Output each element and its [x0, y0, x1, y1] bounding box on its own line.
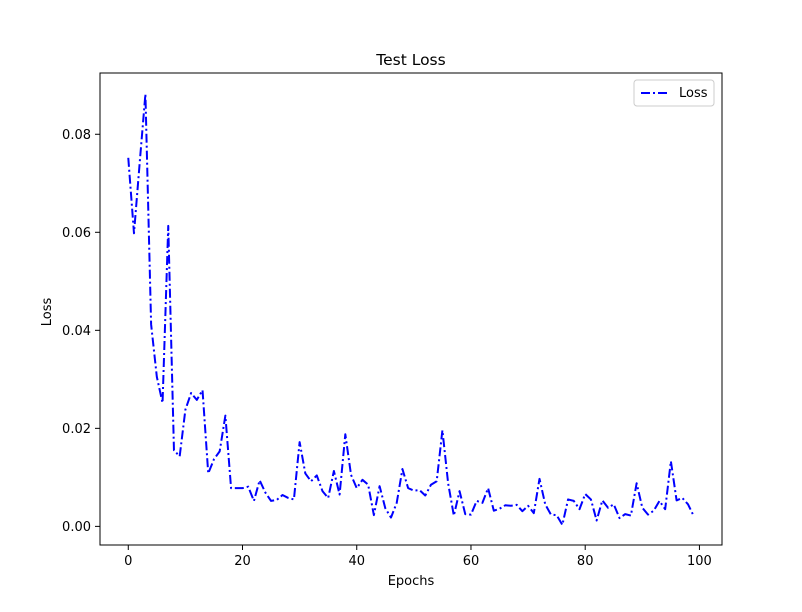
- legend: Loss: [633, 79, 715, 107]
- legend-box: [633, 79, 715, 107]
- axes-frame: [99, 72, 723, 546]
- x-tick-label-80: 80: [577, 554, 594, 569]
- y-tick-label-2: 0.04: [62, 324, 91, 339]
- chart-title: Test Loss: [375, 51, 445, 69]
- y-tick-label-0: 0.00: [62, 520, 91, 535]
- y-tick-label-3: 0.06: [62, 226, 91, 241]
- x-tick-label-20: 20: [234, 554, 251, 569]
- x-tick-label-60: 60: [463, 554, 480, 569]
- x-tick-label-100: 100: [687, 554, 712, 569]
- legend-label-loss: Loss: [679, 86, 708, 101]
- x-tick-label-0: 0: [124, 554, 132, 569]
- x-axis-label: Epochs: [388, 574, 435, 589]
- x-tick-label-40: 40: [348, 554, 365, 569]
- series-line-loss: [127, 93, 695, 526]
- y-tick-label-4: 0.08: [62, 128, 91, 143]
- plot-area: 0 20 40 60 80 100 0.00 0.02 0.04 0.06 0.08: [62, 72, 723, 569]
- y-axis-label: Loss: [40, 298, 55, 327]
- y-tick-label-1: 0.02: [62, 422, 91, 437]
